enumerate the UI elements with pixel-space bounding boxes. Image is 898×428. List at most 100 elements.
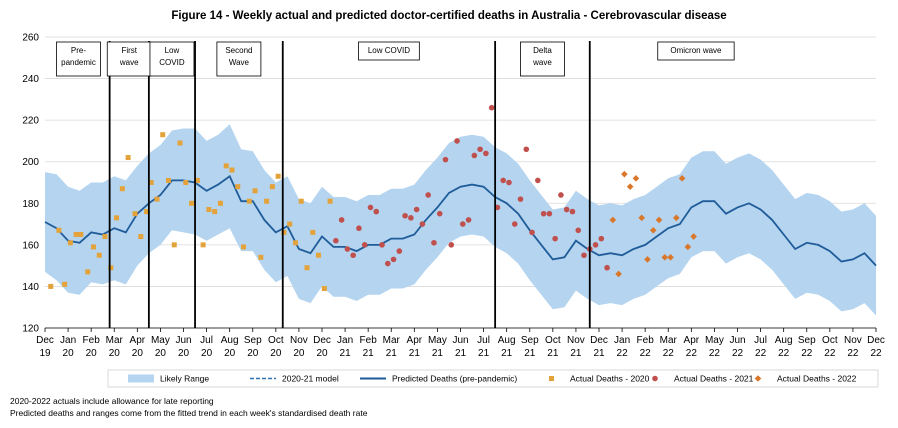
x-tick-year: 20 [155,348,167,359]
x-tick-month: Mar [106,335,124,346]
period-label-box: Low COVID [149,41,195,77]
actual-2020-point [269,184,275,190]
actual-2021-point [413,206,420,213]
actual-2020-point [114,215,120,221]
actual-2021-point [419,221,426,227]
x-tick-year: 21 [386,348,398,359]
y-tick-label: 160 [22,240,39,251]
likely-range-area [45,124,876,316]
actual-2021-point [517,196,524,202]
x-tick-month: Jul [200,335,213,346]
actual-markers [48,104,697,292]
x-tick-year: 20 [224,348,236,359]
legend-swatch [549,376,554,381]
actual-2021-point [356,225,362,232]
legend-item: Actual Deaths - 2021 [652,374,754,384]
x-tick-year: 20 [63,348,75,359]
actual-2021-point [431,239,437,246]
actual-2021-point [511,221,518,227]
period-label-text: Low [165,46,180,55]
actual-2020-point [292,240,298,246]
period-label-text: pandemic [61,58,96,67]
x-tick-year: 22 [686,348,698,359]
period-label-box: First wave [106,41,152,77]
x-tick-year: 20 [132,348,144,359]
actual-2020-point [160,132,166,138]
actual-2020-point [281,229,287,235]
x-tick-month: May [705,335,724,346]
x-tick-month: Apr [407,335,423,346]
actual-2020-point [252,188,258,194]
actual-2021-point [500,177,507,184]
x-tick-year: 22 [824,348,836,359]
legend-label: 2020-21 model [282,374,339,384]
legend-label: Predicted Deaths (pre-pandemic) [392,374,517,384]
actual-2021-point [373,208,380,215]
x-tick-month: May [151,335,170,346]
x-tick-year: 21 [455,348,467,359]
actual-2022-point [690,233,697,240]
x-tick-year: 22 [801,348,813,359]
actual-2021-point [471,152,478,159]
legend-frame [107,369,879,388]
period-label-frame [520,41,565,77]
actual-2020-point [298,198,304,204]
actual-2021-point [569,208,576,215]
actual-2020-point [217,200,223,206]
x-tick-year: 22 [870,348,882,359]
actual-2021-point [442,156,449,163]
x-tick-month: Nov [844,335,862,346]
actual-2020-point [321,286,327,292]
x-tick-month: Oct [268,335,284,346]
y-tick-label: 180 [22,199,39,210]
footnotes: 2020-2022 actuals include allowance for … [10,395,367,419]
actual-2022-point [644,256,651,263]
period-label-text: wave [119,58,139,67]
x-tick-month: Jun [452,335,468,346]
actual-2020-point [90,244,96,250]
actual-2021-point [575,227,582,234]
x-tick-month: Jan [614,335,630,346]
x-tick-month: Sep [521,335,539,346]
actual-2020-point [235,184,241,190]
period-label-frame [149,41,195,77]
x-tick-year: 22 [755,348,767,359]
x-tick-month: Jan [337,335,353,346]
x-tick-year: 22 [640,348,652,359]
x-tick-year: 20 [270,348,282,359]
actual-2020-point [246,198,252,204]
actual-2021-point [465,217,472,223]
actual-2021-point [338,217,345,223]
x-tick-year: 21 [409,348,421,359]
actual-2022-point [615,270,622,278]
actual-2022-point [655,216,663,224]
actual-2020-point [144,209,150,215]
actual-2021-point [592,242,599,248]
period-label-frame [56,41,101,77]
chart-title: Figure 14 - Weekly actual and predicted … [171,10,726,22]
actual-2021-point [460,221,466,227]
actual-2020-point [102,234,108,240]
legend-item: Predicted Deaths (pre-pandemic) [360,374,517,384]
actual-2021-point [390,256,397,263]
x-tick-year: 21 [363,348,375,359]
actual-2020-point [125,155,131,161]
actual-2021-point [454,138,460,144]
actual-2021-point [598,235,605,242]
x-tick-month: Jan [60,335,76,346]
period-label-frame [106,41,152,77]
actual-2022-point [638,214,646,222]
actual-2021-point [494,204,501,211]
period-label-frame [657,41,735,61]
x-tick-year: 20 [178,348,190,359]
footnote-2: Predicted deaths and ranges come from th… [10,408,368,418]
legend-label: Likely Range [160,374,209,384]
actual-2022-point [632,175,640,182]
actual-2020-point [264,198,270,204]
actual-2020-point [154,196,160,202]
period-label-text: Second [225,46,252,55]
actual-2021-point [529,229,535,236]
legend-swatch [128,374,154,383]
x-tick-year: 21 [340,348,352,359]
